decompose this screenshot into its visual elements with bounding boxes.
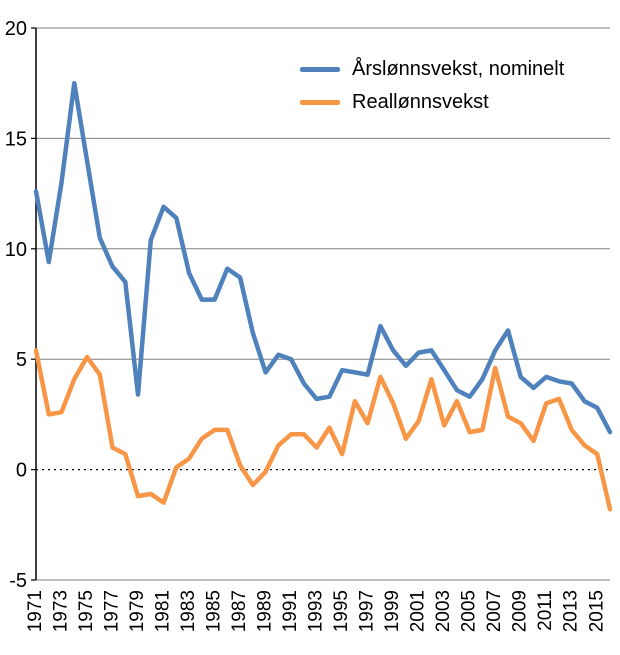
svg-text:1999: 1999 bbox=[382, 590, 403, 632]
legend-item-real-wage-growth: Reallønnsvekst bbox=[300, 91, 564, 114]
svg-text:-5: -5 bbox=[9, 570, 27, 592]
svg-text:1979: 1979 bbox=[127, 590, 148, 632]
svg-text:2009: 2009 bbox=[510, 590, 531, 632]
svg-text:2013: 2013 bbox=[561, 590, 582, 632]
svg-text:5: 5 bbox=[16, 349, 27, 371]
svg-text:1987: 1987 bbox=[229, 590, 250, 632]
svg-text:1981: 1981 bbox=[153, 590, 174, 632]
svg-text:1985: 1985 bbox=[204, 590, 225, 632]
svg-text:1983: 1983 bbox=[178, 590, 199, 632]
legend-line-sample-nominal bbox=[300, 67, 340, 72]
svg-text:2011: 2011 bbox=[535, 590, 556, 631]
svg-text:2003: 2003 bbox=[433, 590, 454, 632]
chart-legend: Årslønnsvekst, nominelt Reallønnsvekst bbox=[300, 58, 564, 114]
svg-text:1991: 1991 bbox=[280, 590, 301, 632]
svg-text:1989: 1989 bbox=[255, 590, 276, 632]
svg-text:1995: 1995 bbox=[331, 590, 352, 632]
legend-line-sample-real bbox=[300, 100, 340, 105]
svg-text:1973: 1973 bbox=[51, 590, 72, 632]
svg-text:1993: 1993 bbox=[306, 590, 327, 632]
svg-text:15: 15 bbox=[5, 128, 27, 150]
svg-text:1977: 1977 bbox=[102, 590, 123, 632]
svg-text:0: 0 bbox=[16, 460, 27, 482]
svg-text:2015: 2015 bbox=[586, 590, 607, 632]
svg-text:1971: 1971 bbox=[25, 590, 46, 632]
svg-text:1975: 1975 bbox=[76, 590, 97, 632]
svg-text:1997: 1997 bbox=[357, 590, 378, 632]
legend-label-real: Reallønnsvekst bbox=[352, 91, 489, 113]
legend-label-nominal: Årslønnsvekst, nominelt bbox=[352, 58, 565, 80]
svg-text:20: 20 bbox=[5, 18, 27, 40]
svg-text:10: 10 bbox=[5, 239, 27, 261]
svg-text:2001: 2001 bbox=[408, 590, 429, 632]
svg-text:2005: 2005 bbox=[459, 590, 480, 632]
legend-item-nominal-wage-growth: Årslønnsvekst, nominelt bbox=[300, 58, 564, 81]
svg-text:2007: 2007 bbox=[484, 590, 505, 632]
